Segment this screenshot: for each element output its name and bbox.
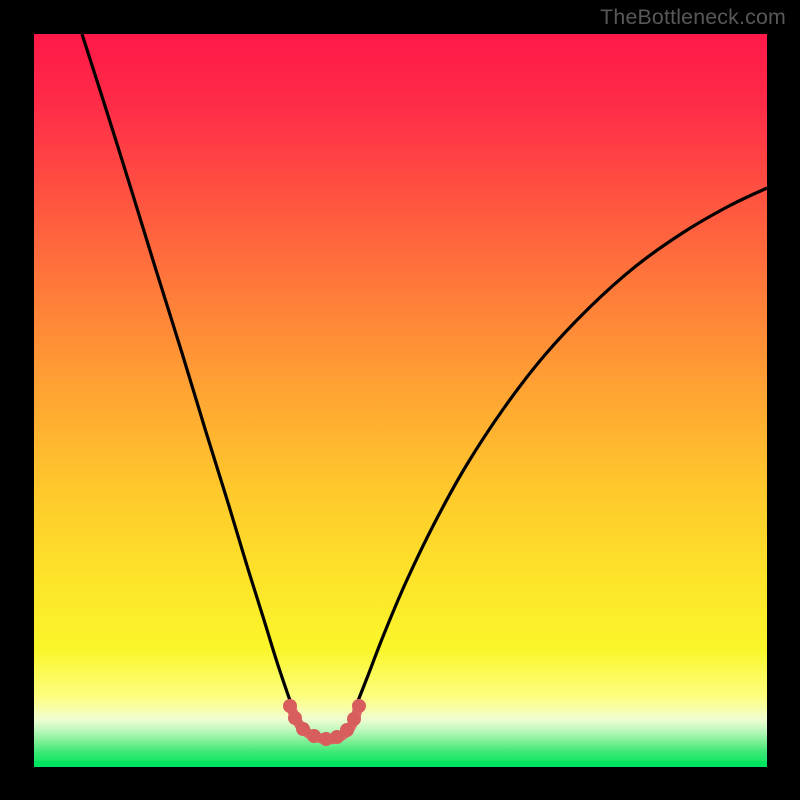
watermark-text: TheBottleneck.com: [600, 5, 786, 30]
curve-left-branch: [82, 34, 292, 706]
curve-trough-dots: [283, 699, 366, 746]
trough-dot: [347, 712, 361, 726]
trough-dot: [352, 699, 366, 713]
trough-dot: [307, 729, 321, 743]
trough-dot: [283, 699, 297, 713]
bottleneck-curve-layer: [34, 34, 767, 767]
curve-right-branch: [356, 188, 767, 706]
